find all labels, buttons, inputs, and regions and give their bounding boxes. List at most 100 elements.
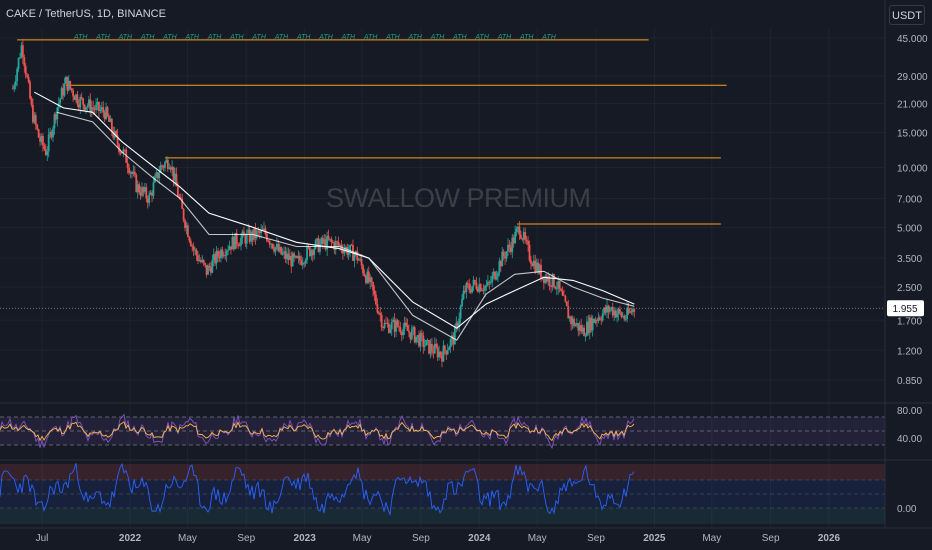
- candle-body: [528, 244, 531, 261]
- candle-body: [141, 187, 143, 196]
- candle-body: [258, 231, 261, 234]
- candle-body: [227, 249, 230, 251]
- candle-body: [603, 307, 606, 314]
- candle-body: [409, 332, 412, 340]
- candle-body: [606, 305, 608, 313]
- ath-label: ATH: [497, 34, 512, 41]
- candle-body: [53, 114, 56, 129]
- candle-body: [171, 166, 174, 170]
- ath-label: ATH: [140, 34, 155, 41]
- x-tick-label: 2025: [643, 533, 666, 544]
- currency-button[interactable]: USDT: [889, 5, 925, 25]
- candle-body: [469, 289, 472, 293]
- candle-body: [214, 253, 217, 264]
- candle-body: [627, 308, 630, 313]
- candle-body: [568, 316, 571, 319]
- candle-body: [251, 231, 254, 240]
- candle-body: [102, 107, 105, 113]
- candle-body: [192, 246, 195, 251]
- watermark: SWALLOW PREMIUM: [326, 183, 591, 213]
- candle-body: [250, 231, 252, 242]
- candle-body: [416, 335, 419, 337]
- osc-upper-band: [0, 464, 885, 480]
- candle-body: [54, 114, 57, 120]
- candle-body: [542, 276, 545, 283]
- candle-body: [195, 249, 198, 256]
- x-tick-label: May: [353, 533, 372, 544]
- candle-body: [283, 251, 285, 253]
- candle-body: [52, 128, 54, 138]
- candle-body: [558, 280, 561, 290]
- last-price-tag: [887, 300, 924, 317]
- candle-body: [327, 236, 330, 240]
- candle-body: [524, 231, 527, 240]
- candle-body: [614, 310, 617, 318]
- candle-body: [601, 313, 604, 321]
- candle-body: [161, 165, 163, 167]
- candle-body: [224, 255, 227, 257]
- candle-body: [109, 118, 112, 122]
- candle-body: [155, 172, 158, 177]
- candle-body: [136, 184, 139, 192]
- candle-body: [125, 149, 128, 163]
- candle-body: [494, 271, 496, 280]
- candle-body: [608, 308, 611, 312]
- candle-body: [304, 260, 307, 264]
- candle-body: [235, 232, 238, 245]
- candle-body: [158, 172, 161, 179]
- candle-body: [570, 316, 573, 325]
- candle-body: [548, 276, 551, 286]
- candle-body: [49, 132, 52, 135]
- candle-body: [43, 145, 46, 150]
- ath-label: ATH: [319, 34, 333, 41]
- x-tick-label: 2022: [119, 533, 142, 544]
- candle-body: [465, 283, 468, 293]
- candle-body: [555, 288, 558, 290]
- candle-body: [392, 319, 395, 322]
- candle-body: [176, 186, 179, 197]
- candle-body: [168, 167, 171, 169]
- candle-body: [254, 228, 257, 239]
- candle-body: [334, 241, 337, 250]
- candle-body: [95, 104, 97, 110]
- candle-body: [288, 255, 291, 260]
- candle-body: [360, 258, 363, 266]
- candle-body: [598, 317, 601, 320]
- candle-body: [514, 232, 517, 244]
- candle-body: [476, 288, 479, 292]
- candle-body: [475, 282, 478, 289]
- candle-body: [184, 220, 186, 228]
- candle-body: [590, 317, 593, 331]
- candle-body: [482, 290, 485, 291]
- candle-body: [400, 332, 403, 336]
- candle-body: [405, 322, 407, 326]
- candle-body: [613, 310, 616, 316]
- ath-label: ATH: [230, 34, 244, 41]
- y-tick-label: 7.000: [897, 194, 922, 205]
- candle-body: [588, 317, 591, 334]
- candle-body: [253, 228, 255, 240]
- rsi-line: [0, 413, 635, 450]
- candle-body: [484, 285, 486, 291]
- candle-body: [151, 192, 153, 196]
- candle-body: [581, 327, 584, 332]
- candle-body: [412, 327, 415, 330]
- candle-body: [336, 241, 339, 243]
- candle-body: [387, 323, 390, 333]
- candle-body: [403, 322, 406, 329]
- candle-body: [380, 314, 383, 328]
- candle-body: [232, 237, 235, 250]
- ath-label: ATH: [118, 34, 133, 41]
- candle-body: [145, 187, 148, 199]
- candle-body: [398, 326, 400, 328]
- candle-body: [422, 335, 425, 347]
- candle-body: [491, 275, 494, 283]
- candle-body: [567, 306, 570, 319]
- ath-label: ATH: [408, 34, 422, 41]
- candle-body: [204, 263, 207, 265]
- candle-body: [194, 249, 196, 251]
- candle-body: [116, 135, 119, 145]
- candle-body: [517, 226, 519, 229]
- candle-body: [122, 149, 125, 154]
